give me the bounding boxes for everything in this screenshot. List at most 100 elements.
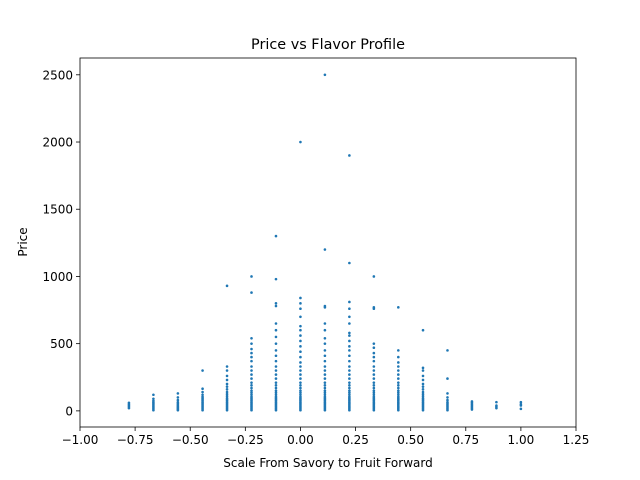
scatter-point: [348, 345, 351, 348]
scatter-point: [299, 355, 302, 359]
scatter-point: [495, 404, 498, 407]
scatter-point: [323, 248, 327, 251]
scatter-point: [323, 322, 327, 325]
scatter-point: [372, 393, 376, 397]
scatter-point: [274, 322, 278, 325]
scatter-point: [446, 349, 449, 352]
scatter-point: [323, 73, 327, 77]
scatter-point: [323, 381, 327, 384]
scatter-point: [274, 389, 278, 393]
scatter-point: [372, 306, 376, 309]
scatter-point: [397, 377, 400, 380]
scatter-point: [225, 378, 229, 382]
scatter-point: [250, 369, 253, 372]
scatter-point: [348, 377, 351, 380]
chart-title: Price vs Flavor Profile: [251, 37, 405, 53]
scatter-point: [274, 277, 278, 281]
scatter-point: [299, 296, 302, 300]
scatter-point: [225, 374, 229, 378]
scatter-point: [250, 395, 253, 399]
x-tick-label: 1.25: [563, 433, 590, 447]
scatter-point: [348, 300, 351, 304]
scatter-point: [250, 384, 253, 387]
scatter-point: [397, 365, 400, 368]
scatter-point: [274, 354, 278, 358]
scatter-point: [299, 384, 302, 387]
scatter-point: [225, 396, 229, 400]
scatter-point: [299, 350, 302, 354]
scatter-point: [299, 339, 302, 343]
scatter-point: [299, 393, 302, 397]
scatter-point: [372, 346, 376, 349]
scatter-point: [372, 377, 376, 380]
y-tick-label: 0: [65, 404, 73, 418]
scatter-point: [323, 304, 327, 308]
scatter-point: [274, 381, 278, 384]
scatter-point: [201, 387, 204, 390]
scatter-point: [323, 336, 327, 340]
scatter-point: [348, 395, 351, 399]
x-tick-label: −1.00: [62, 433, 99, 447]
scatter-point: [250, 359, 253, 363]
scatter-point: [372, 391, 376, 395]
scatter-point: [225, 385, 229, 388]
scatter-point: [372, 355, 376, 359]
scatter-point: [421, 396, 425, 400]
scatter-point: [201, 393, 204, 397]
scatter-point: [519, 402, 523, 406]
scatter-point: [348, 391, 351, 395]
scatter-point: [323, 354, 327, 358]
scatter-point: [299, 369, 302, 372]
scatter-point: [323, 391, 327, 395]
scatter-point: [274, 369, 278, 372]
scatter-point: [470, 400, 474, 403]
scatter-point: [250, 342, 253, 345]
scatter-point: [421, 390, 425, 394]
scatter-point: [348, 373, 351, 376]
scatter-point: [348, 381, 351, 384]
scatter-point: [323, 365, 327, 368]
x-tick-label: −0.75: [117, 433, 154, 447]
scatter-point: [323, 384, 327, 387]
scatter-point: [299, 377, 302, 380]
scatter-point: [348, 386, 351, 390]
scatter-points: [127, 73, 523, 412]
scatter-point: [348, 315, 351, 319]
y-tick-label: 2500: [42, 68, 73, 82]
scatter-point: [348, 154, 351, 157]
scatter-point: [274, 302, 278, 305]
scatter-point: [421, 394, 425, 398]
scatter-point: [250, 365, 253, 368]
scatter-point: [323, 349, 327, 352]
scatter-point: [348, 334, 351, 337]
scatter-point: [225, 365, 229, 368]
scatter-point: [225, 284, 229, 288]
scatter-point: [323, 328, 327, 332]
scatter-point: [397, 386, 400, 390]
scatter-point: [274, 349, 278, 352]
x-tick-label: −0.50: [172, 433, 209, 447]
scatter-point: [225, 382, 229, 386]
scatter-point: [250, 377, 253, 380]
scatter-point: [152, 393, 155, 397]
scatter-point: [323, 389, 327, 393]
scatter-point: [421, 385, 425, 388]
y-tick-label: 1000: [42, 270, 73, 284]
scatter-point: [372, 381, 376, 384]
scatter-point: [397, 373, 400, 376]
scatter-point: [299, 365, 302, 368]
x-axis-ticks: −1.00 −0.75 −0.50 −0.25 0.00 0.25 0.50 0.75 1.00…: [62, 427, 590, 447]
scatter-point: [372, 389, 376, 393]
y-axis-label: Price: [16, 227, 30, 256]
scatter-point: [421, 328, 425, 332]
scatter-point: [152, 397, 155, 401]
scatter-point: [397, 384, 400, 387]
scatter-point: [323, 395, 327, 399]
scatter-point: [299, 302, 302, 305]
y-tick-label: 500: [50, 337, 73, 351]
scatter-point: [372, 373, 376, 376]
scatter-point: [397, 306, 400, 309]
scatter-point: [372, 275, 376, 278]
y-tick-label: 2000: [42, 136, 73, 150]
scatter-point: [372, 351, 376, 355]
